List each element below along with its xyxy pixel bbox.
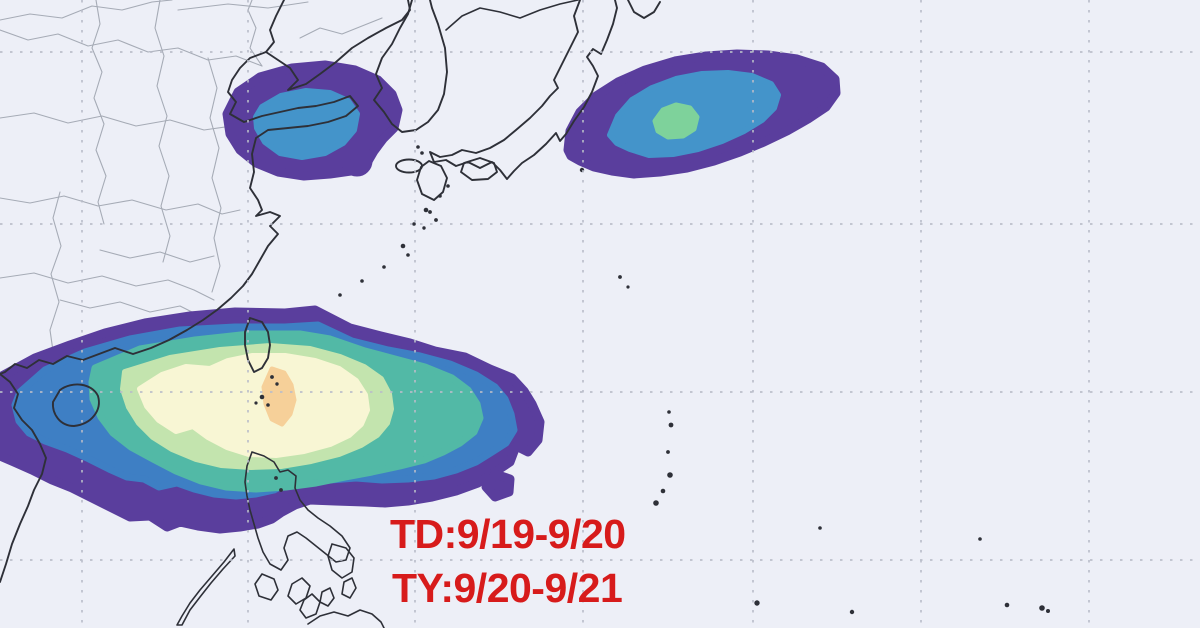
ty-period-label: TY:9/20-9/21 [392,565,622,611]
small-islands [254,145,1050,615]
coast-china-east [0,51,359,375]
probability-area-yellow-sea [222,60,403,181]
coast-kyushu [416,160,448,201]
forecast-annotations: TD:9/19-9/20 TY:9/20-9/21 [390,511,626,611]
province-borders [0,0,383,359]
yellowsea-band-blue [253,88,360,160]
coast-korea [373,0,448,133]
south-band-cream [137,353,370,458]
coast-mindoro [254,573,279,601]
coast-samar [327,543,355,579]
probability-area-east-of-japan [563,49,841,179]
coast-russia [445,0,579,31]
coast-cebu [319,587,335,607]
coast-mindanao [307,609,385,628]
coast-leyte [341,577,357,599]
coast-palawan [176,548,236,626]
coast-honshu [429,0,618,180]
coast-liaoning [265,0,411,91]
coast-negros [299,593,321,619]
coast-philippines [176,451,385,628]
probability-area-south [0,305,545,534]
coast-taiwan [244,317,271,373]
coast-luzon [244,451,351,571]
japan-band-green [652,102,700,140]
td-period-label: TD:9/19-9/20 [390,511,626,557]
coast-vietnam [0,373,47,583]
coast-shikoku [460,157,498,181]
yellowsea-band-outer-patch [341,145,373,177]
coast-hainan [52,383,100,427]
coastlines [0,0,661,583]
coast-hokkaido-tip [627,0,661,19]
south-band-orange [261,366,297,427]
south-band-outer-fragment [481,469,515,502]
